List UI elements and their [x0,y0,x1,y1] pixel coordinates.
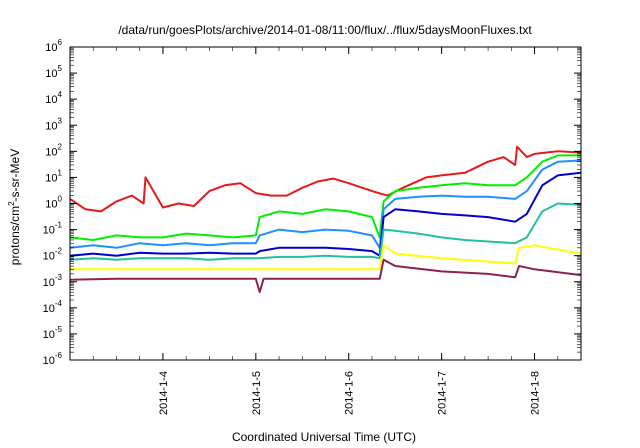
y-tick-label: 10-2 [43,247,63,263]
y-tick-label: 102 [45,142,62,158]
y-tick-label: 104 [45,90,62,106]
x-tick-label: 2014-1-5 [251,371,263,415]
y-axis-title: protons/cm2-s-sr-MeV [7,149,22,265]
x-tick-label: 2014-1-4 [158,371,170,415]
y-axis-title-exponent: 2 [7,201,16,206]
x-tick-label: 2014-1-7 [437,371,449,415]
y-axis-title-rest: -s-sr-MeV [8,149,22,202]
series-line-3 [70,171,581,257]
y-tick-label: 105 [45,64,62,80]
series-line-2 [70,159,581,249]
y-tick-label: 10-5 [43,325,63,341]
y-tick-label: 10-6 [43,351,63,367]
y-tick-label: 106 [45,38,62,54]
y-tick-label: 101 [45,168,62,184]
series-group [70,145,581,294]
x-tick-label: 2014-1-6 [344,371,356,415]
y-tick-label: 103 [45,116,62,132]
series-line-5 [70,244,581,271]
y-tick-label: 10-3 [43,273,63,289]
x-tick-label: 2014-1-8 [530,371,542,415]
y-axis-title-main: protons/cm [8,206,22,265]
plot-area: 10-6 10-5 10-4 10-3 10-2 10-1 100 101 102 103 104 1… [43,38,582,415]
y-tick-label: 10-1 [43,221,63,237]
series-line-6 [70,258,581,294]
y-tick-label: 10-4 [43,299,63,315]
series-line-0 [70,145,581,213]
series-line-1 [70,154,581,241]
x-axis-title: Coordinated Universal Time (UTC) [232,430,416,444]
chart-title: /data/run/goesPlots/archive/2014-01-08/1… [118,23,532,37]
y-tick-label: 100 [45,195,62,211]
plot-frame [69,46,582,361]
series-line-4 [70,202,581,261]
